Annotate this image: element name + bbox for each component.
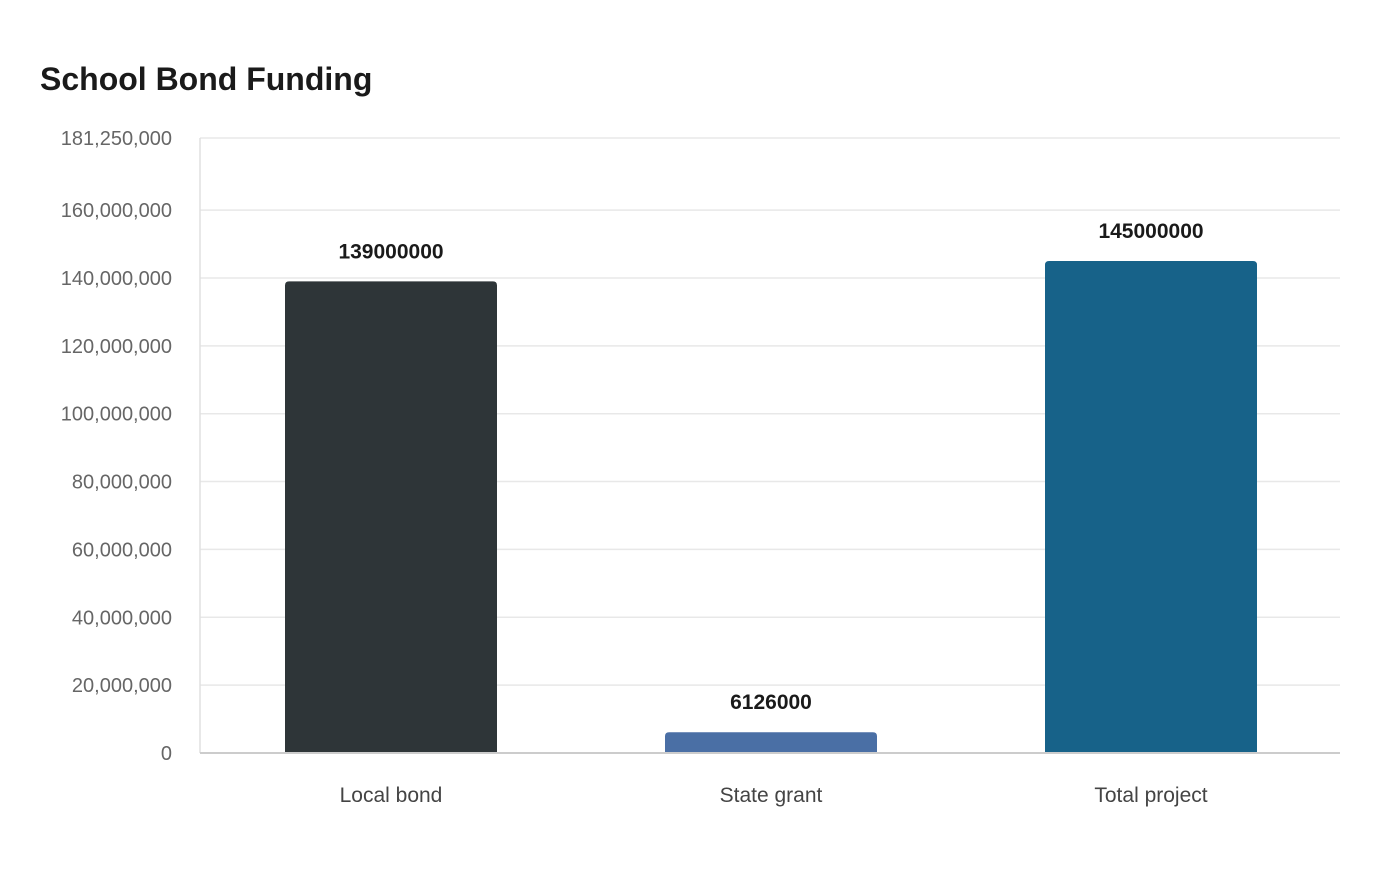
x-category-label: Local bond bbox=[340, 784, 443, 807]
data-label: 6126000 bbox=[730, 691, 812, 714]
y-tick-label: 100,000,000 bbox=[61, 404, 172, 426]
data-labels: 139000000 6126000 145000000 bbox=[338, 220, 1203, 714]
bar-total-project bbox=[1045, 261, 1257, 753]
y-tick-label: 140,000,000 bbox=[61, 268, 172, 290]
bars bbox=[285, 261, 1257, 753]
bar-state-grant bbox=[665, 732, 877, 753]
y-tick-label: 80,000,000 bbox=[72, 472, 172, 494]
y-tick-label: 181,250,000 bbox=[61, 128, 172, 150]
y-tick-label: 20,000,000 bbox=[72, 675, 172, 697]
x-axis-categories: Local bond State grant Total project bbox=[340, 784, 1208, 807]
chart-title: School Bond Funding bbox=[40, 61, 373, 97]
bar-local-bond bbox=[285, 281, 497, 753]
x-category-label: Total project bbox=[1094, 784, 1207, 807]
y-axis-ticks: 0 20,000,000 40,000,000 60,000,000 80,000,00… bbox=[61, 128, 172, 765]
y-tick-label: 160,000,000 bbox=[61, 200, 172, 222]
data-label: 145000000 bbox=[1098, 220, 1203, 243]
y-tick-label: 120,000,000 bbox=[61, 336, 172, 358]
y-tick-label: 40,000,000 bbox=[72, 607, 172, 629]
y-tick-label: 60,000,000 bbox=[72, 539, 172, 561]
y-tick-label: 0 bbox=[161, 743, 172, 765]
data-label: 139000000 bbox=[338, 240, 443, 263]
x-category-label: State grant bbox=[720, 784, 823, 807]
